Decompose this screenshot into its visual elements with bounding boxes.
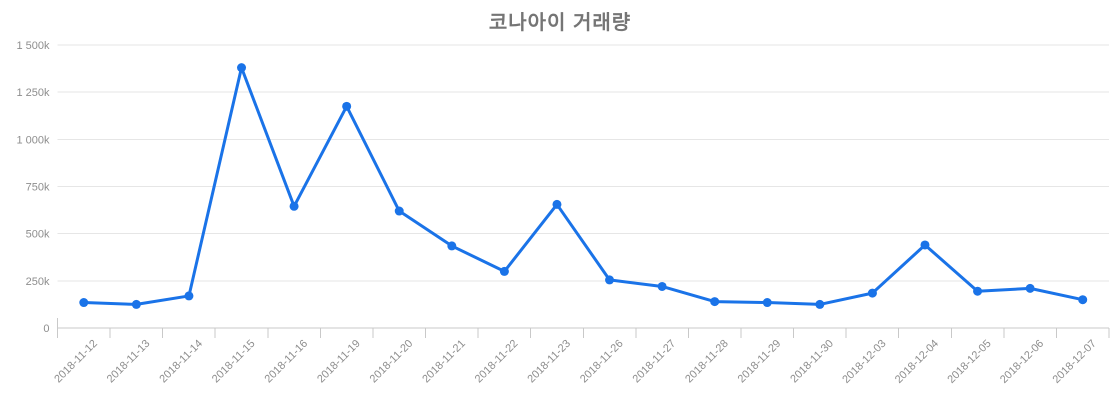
data-point[interactable] (605, 275, 615, 285)
x-axis-label: 2018-11-12 (52, 338, 100, 386)
data-point[interactable] (1025, 283, 1035, 293)
data-point[interactable] (973, 286, 983, 296)
y-axis-label: 750k (26, 182, 50, 194)
x-axis-label: 2018-12-04 (893, 338, 941, 386)
data-point[interactable] (815, 299, 825, 309)
data-point[interactable] (394, 206, 404, 216)
x-axis-label: 2018-12-05 (945, 338, 993, 386)
data-point[interactable] (184, 291, 194, 301)
y-axis-label: 1 500k (16, 40, 50, 52)
data-point[interactable] (867, 288, 877, 298)
data-point[interactable] (342, 101, 352, 111)
series-line (82, 66, 1085, 306)
y-axis-label: 1 250k (16, 87, 50, 99)
data-point[interactable] (657, 281, 667, 291)
x-axis-label: 2018-11-22 (473, 338, 521, 386)
data-point[interactable] (552, 199, 562, 209)
data-point[interactable] (447, 241, 457, 251)
data-point[interactable] (79, 298, 89, 308)
data-point[interactable] (499, 266, 509, 276)
data-point[interactable] (289, 201, 299, 211)
x-axis-label: 2018-11-21 (420, 338, 468, 386)
data-point[interactable] (237, 63, 247, 73)
data-point[interactable] (920, 240, 930, 250)
data-point[interactable] (710, 297, 720, 307)
x-axis-label: 2018-11-26 (578, 338, 626, 386)
x-axis-label: 2018-12-07 (1051, 338, 1099, 386)
data-point[interactable] (1078, 295, 1088, 305)
x-axis-label: 2018-11-28 (683, 338, 731, 386)
x-axis-label: 2018-11-27 (631, 338, 679, 386)
y-axis-label: 1 000k (16, 134, 50, 146)
data-point[interactable] (131, 299, 141, 309)
x-axis-label: 2018-11-30 (788, 338, 836, 386)
x-axis-label: 2018-11-20 (368, 338, 416, 386)
x-axis-label: 2018-12-06 (998, 338, 1046, 386)
x-axis-label: 2018-11-13 (105, 338, 153, 386)
x-axis-label: 2018-11-19 (315, 338, 363, 386)
x-axis-label: 2018-11-23 (525, 338, 573, 386)
y-axis-label: 250k (26, 276, 50, 288)
x-axis-label: 2018-11-14 (157, 338, 205, 386)
x-axis-label: 2018-11-15 (210, 338, 258, 386)
y-axis-label: 500k (26, 229, 50, 241)
x-axis-label: 2018-11-16 (263, 338, 311, 386)
data-point[interactable] (762, 298, 772, 308)
x-axis-label: 2018-11-29 (736, 338, 784, 386)
x-axis-label: 2018-12-03 (840, 338, 888, 386)
chart-title: 코나아이 거래량 (488, 12, 632, 34)
y-axis-label: 0 (43, 323, 49, 335)
